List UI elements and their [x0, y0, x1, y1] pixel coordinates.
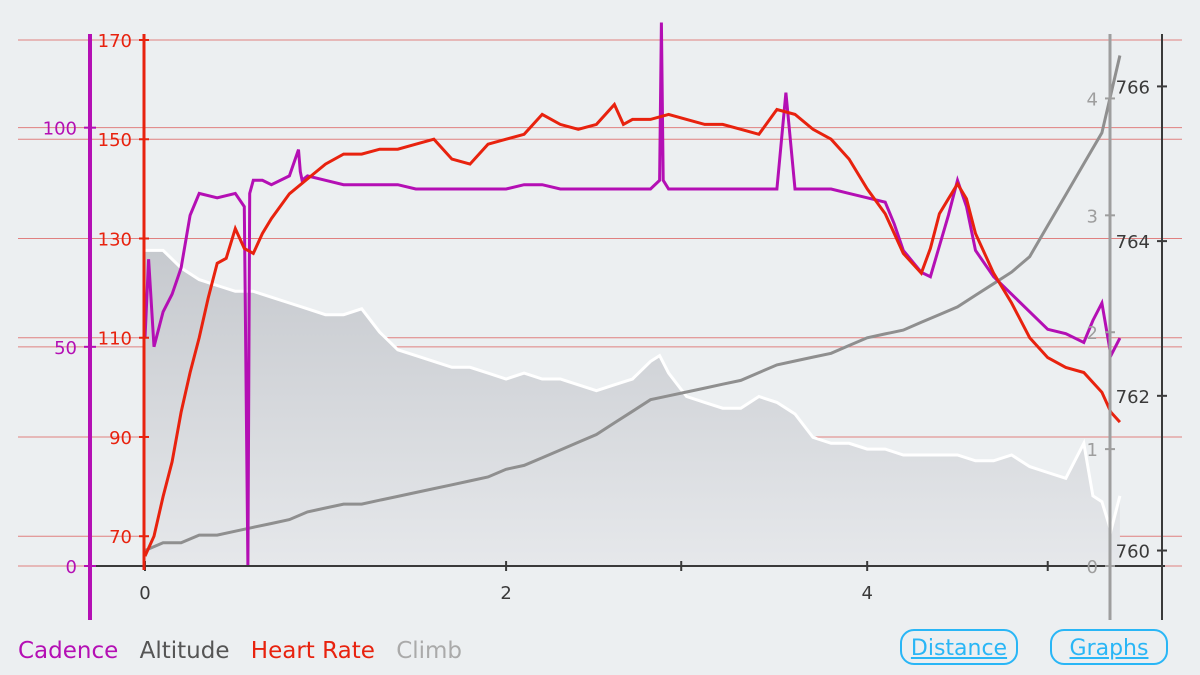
- altitude-tick-label: 760: [1116, 542, 1150, 563]
- x-tick-label: 4: [861, 583, 872, 604]
- climb-tick-label: 2: [1087, 323, 1098, 344]
- climb-tick-label: 3: [1087, 206, 1098, 227]
- altitude-tick-label: 766: [1116, 77, 1150, 98]
- heart-rate-tick-label: 90: [109, 428, 132, 449]
- legend-climb: Climb: [396, 638, 463, 664]
- climb-series-line: [145, 248, 1122, 537]
- climb-tick-label: 0: [1087, 557, 1098, 578]
- heart-rate-tick-label: 170: [98, 31, 132, 52]
- cadence-tick-label: 100: [43, 119, 77, 140]
- cadence-tick-label: 0: [66, 557, 77, 578]
- legend-altitude: Altitude: [139, 638, 230, 664]
- legend-cadence: Cadence: [18, 638, 119, 664]
- axes: 0 2 4 0 50 100 70 90 110 130 150 170 0 1 2 3 4 760 762 764 7…: [43, 31, 1167, 620]
- heart-rate-series-line: [143, 101, 1122, 557]
- x-tick-label: 0: [139, 583, 150, 604]
- legend-heart-rate: Heart Rate: [250, 638, 375, 664]
- heart-rate-tick-label: 110: [98, 329, 132, 350]
- altitude-tick-label: 762: [1116, 387, 1150, 408]
- cadence-series-line: [143, 22, 1122, 567]
- altitude-tick-label: 764: [1116, 232, 1150, 253]
- climb-tick-label: 4: [1087, 89, 1098, 110]
- chart-legend: Cadence Altitude Heart Rate Climb: [18, 638, 476, 664]
- heart-rate-tick-label: 130: [98, 229, 132, 250]
- graphs-button[interactable]: Graphs: [1050, 629, 1168, 665]
- x-tick-label: 2: [500, 583, 511, 604]
- heart-rate-tick-label: 150: [98, 130, 132, 151]
- climb-tick-label: 1: [1087, 440, 1098, 461]
- altitude-series-line: [144, 55, 1122, 552]
- heart-rate-tick-label: 70: [109, 527, 132, 548]
- cadence-tick-label: 50: [54, 338, 77, 359]
- distance-button[interactable]: Distance: [900, 629, 1018, 665]
- climb-area: [145, 250, 1120, 566]
